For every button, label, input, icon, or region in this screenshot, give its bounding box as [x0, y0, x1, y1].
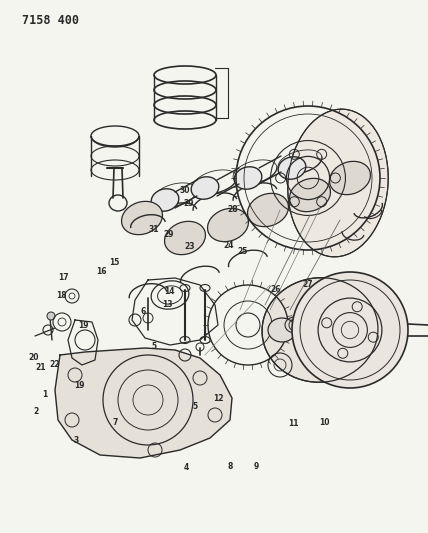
Text: 25: 25	[237, 247, 247, 256]
Text: 30: 30	[180, 187, 190, 195]
Ellipse shape	[234, 167, 262, 189]
Text: 29: 29	[164, 230, 174, 239]
Text: 19: 19	[74, 381, 84, 390]
Text: 7158 400: 7158 400	[22, 14, 79, 27]
Text: 1: 1	[42, 390, 48, 399]
Text: 15: 15	[110, 258, 120, 266]
Text: 16: 16	[96, 268, 106, 276]
Text: 17: 17	[58, 273, 68, 281]
Text: 5: 5	[192, 402, 197, 410]
Text: 9: 9	[253, 462, 259, 471]
Text: 12: 12	[213, 394, 223, 403]
Text: 14: 14	[164, 287, 174, 296]
Ellipse shape	[208, 208, 249, 241]
Text: 29: 29	[183, 199, 193, 207]
Ellipse shape	[151, 189, 179, 211]
Text: 24: 24	[224, 241, 234, 249]
Text: 4: 4	[184, 464, 189, 472]
Text: 23: 23	[184, 243, 194, 251]
Text: 22: 22	[50, 360, 60, 368]
Text: 10: 10	[319, 418, 330, 427]
Text: 13: 13	[162, 301, 172, 309]
Ellipse shape	[288, 109, 388, 257]
Ellipse shape	[122, 201, 163, 235]
Ellipse shape	[262, 278, 378, 382]
Circle shape	[292, 272, 408, 388]
Ellipse shape	[330, 161, 371, 195]
Text: 6: 6	[141, 308, 146, 316]
Text: 27: 27	[302, 280, 312, 289]
Ellipse shape	[278, 157, 306, 179]
Text: 19: 19	[78, 321, 89, 329]
Text: 2: 2	[34, 407, 39, 416]
Circle shape	[47, 312, 55, 320]
Text: 18: 18	[56, 292, 66, 300]
Ellipse shape	[164, 221, 205, 255]
Text: 21: 21	[36, 364, 46, 372]
Text: 3: 3	[74, 436, 79, 445]
Ellipse shape	[247, 193, 288, 227]
Text: 28: 28	[228, 205, 238, 214]
Ellipse shape	[289, 179, 330, 212]
Text: 20: 20	[28, 353, 39, 361]
Text: 8: 8	[228, 463, 233, 471]
Text: 31: 31	[149, 225, 159, 233]
Polygon shape	[55, 348, 232, 458]
Text: 26: 26	[271, 286, 281, 294]
Text: 5: 5	[152, 342, 157, 351]
Text: 7: 7	[112, 418, 117, 427]
Ellipse shape	[268, 318, 296, 342]
Text: 11: 11	[288, 419, 299, 428]
Ellipse shape	[191, 177, 219, 199]
